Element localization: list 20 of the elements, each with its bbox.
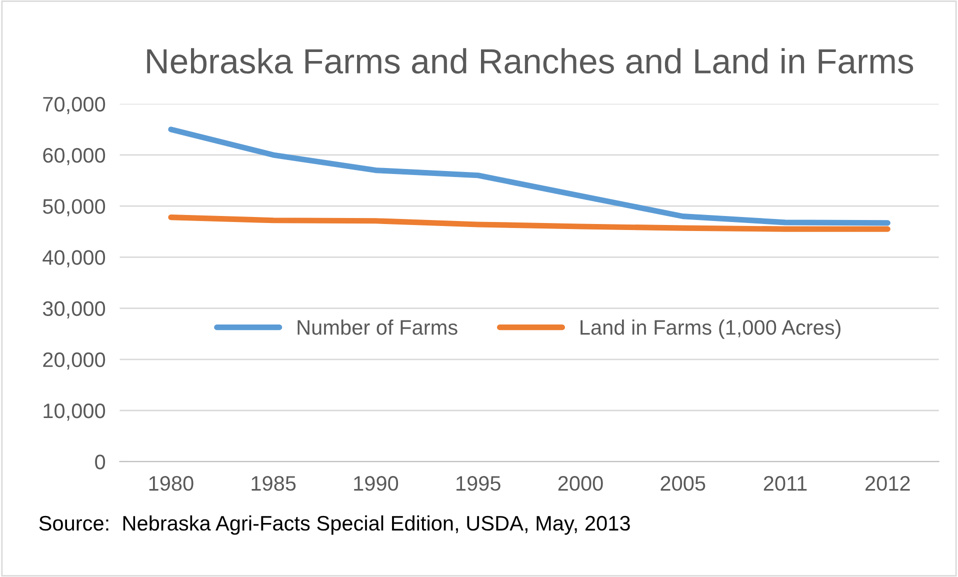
y-tick-label: 0: [95, 454, 106, 470]
x-tick-label: 2012: [866, 476, 910, 491]
y-tick-label: 20,000: [43, 352, 106, 370]
legend-label: Number of Farms: [298, 320, 458, 335]
x-tick-label: 1990: [354, 476, 398, 491]
y-tick-label: 40,000: [42, 250, 106, 268]
y-tick-label: 60,000: [43, 148, 106, 166]
legend-label: Land in Farms (1,000 Acres): [580, 320, 840, 339]
x-tick-label: 1995: [456, 476, 500, 491]
x-tick-label: 1985: [252, 476, 296, 491]
y-tick-label: 30,000: [42, 301, 106, 318]
y-tick-label: 50,000: [42, 199, 106, 216]
x-tick-label: 1980: [149, 476, 194, 491]
chart-title: Nebraska Farms and Ranches and Land in Farms: [147, 48, 914, 74]
y-tick-label: 10,000: [44, 403, 106, 421]
x-tick-label: 2000: [558, 476, 603, 491]
x-tick-label: 2011: [764, 476, 807, 491]
x-tick-label: 2005: [660, 476, 706, 491]
y-tick-label: 70,000: [43, 96, 106, 114]
source-note: Source: Nebraska Agri-Facts Special Edition, USDA, May, 2013: [39, 515, 630, 535]
